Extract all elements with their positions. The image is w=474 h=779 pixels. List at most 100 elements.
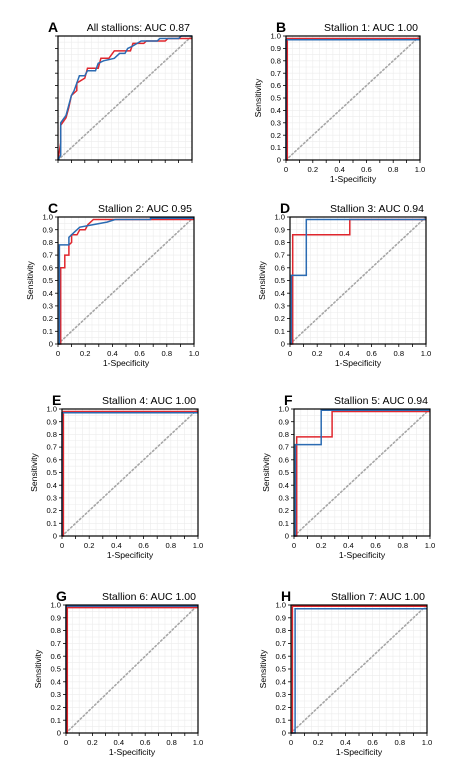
y-tick-label: 0.1 bbox=[278, 519, 289, 528]
y-tick-label: 1.0 bbox=[275, 601, 286, 610]
panel-title: Stallion 2: AUC 0.95 bbox=[98, 203, 192, 215]
x-tick-label: 0 bbox=[60, 541, 64, 550]
y-tick-label: 0.6 bbox=[274, 263, 285, 272]
x-tick-label: 0.6 bbox=[140, 738, 151, 747]
y-tick-label: 0 bbox=[285, 532, 289, 541]
y-tick-label: 0.8 bbox=[275, 626, 286, 635]
roc-curve-blue bbox=[58, 217, 194, 345]
reference-diagonal bbox=[293, 408, 431, 537]
y-tick-label: 0.8 bbox=[274, 238, 285, 247]
y-tick-label: 0.9 bbox=[50, 613, 61, 622]
y-tick-label: 0.6 bbox=[42, 263, 53, 272]
y-tick-label: 0.4 bbox=[50, 677, 61, 686]
y-tick-label: 0.6 bbox=[278, 455, 289, 464]
y-tick-label: 0.5 bbox=[42, 276, 53, 285]
x-tick-label: 0.4 bbox=[343, 541, 354, 550]
panel-a: A All stallions: AUC 0.87 bbox=[48, 19, 193, 163]
y-axis-title: Sensitivity bbox=[33, 649, 43, 688]
panel-c: 0 0.1 0.2 0.3 0.4 0.5 0.6 0.7 0.8 0.9 1.0 0 0.2 0.4 0.… bbox=[25, 200, 199, 368]
y-tick-label: 0.2 bbox=[46, 506, 57, 515]
y-tick-label: 0.9 bbox=[278, 417, 289, 426]
x-tick-label: 0.8 bbox=[395, 738, 406, 747]
y-axis-title: Sensitivity bbox=[257, 260, 267, 299]
y-tick-label: 0.7 bbox=[270, 69, 281, 78]
x-tick-label: 1.0 bbox=[193, 738, 204, 747]
y-tick-label: 0.3 bbox=[274, 302, 285, 311]
x-tick-label: 0.2 bbox=[87, 738, 98, 747]
panel-d: 0 0.1 0.2 0.3 0.4 0.5 0.6 0.7 0.8 0.9 1.0 0 0.2 0.4 0.… bbox=[257, 200, 431, 368]
x-tick-label: 0.2 bbox=[308, 165, 319, 174]
panel-title: Stallion 3: AUC 0.94 bbox=[330, 203, 424, 215]
y-tick-label: 0.6 bbox=[46, 455, 57, 464]
x-axis-title: 1-Specificity bbox=[336, 747, 383, 757]
reference-diagonal bbox=[57, 216, 195, 345]
y-tick-label: 0.4 bbox=[278, 481, 289, 490]
y-axis-title: Sensitivity bbox=[261, 452, 271, 491]
y-tick-label: 0.1 bbox=[274, 327, 285, 336]
y-tick-label: 0.8 bbox=[42, 238, 53, 247]
y-tick-label: 0.3 bbox=[46, 494, 57, 503]
x-tick-label: 1.0 bbox=[415, 165, 426, 174]
panel-h: 0 0.1 0.2 0.3 0.4 0.5 0.6 0.7 0.8 0.9 1.0 0 0.2 0.4 0.… bbox=[258, 588, 432, 757]
y-tick-label: 0.9 bbox=[270, 44, 281, 53]
reference-diagonal bbox=[285, 35, 421, 161]
y-tick-label: 0.2 bbox=[50, 703, 61, 712]
y-axis-title: Sensitivity bbox=[25, 260, 35, 299]
y-tick-label: 1.0 bbox=[270, 32, 281, 41]
y-tick-label: 0 bbox=[57, 729, 61, 738]
y-tick-label: 1.0 bbox=[278, 405, 289, 414]
y-tick-label: 0.4 bbox=[270, 106, 281, 115]
x-tick-label: 0.6 bbox=[361, 165, 372, 174]
y-axis-title: Sensitivity bbox=[258, 649, 268, 688]
y-tick-label: 0.2 bbox=[278, 506, 289, 515]
x-tick-label: 1.0 bbox=[422, 738, 433, 747]
x-tick-label: 0 bbox=[56, 349, 60, 358]
x-tick-label: 0.8 bbox=[394, 349, 405, 358]
y-tick-label: 0.5 bbox=[270, 94, 281, 103]
x-tick-label: 1.0 bbox=[189, 349, 200, 358]
y-tick-label: 0.2 bbox=[42, 314, 53, 323]
x-tick-label: 0 bbox=[292, 541, 296, 550]
y-tick-label: 0.3 bbox=[42, 302, 53, 311]
x-tick-label: 0.4 bbox=[334, 165, 345, 174]
x-tick-label: 0.2 bbox=[316, 541, 327, 550]
y-tick-label: 0.3 bbox=[270, 118, 281, 127]
y-axis-title: Sensitivity bbox=[29, 452, 39, 491]
y-tick-label: 1.0 bbox=[274, 213, 285, 222]
y-tick-label: 0.8 bbox=[50, 626, 61, 635]
panel-title: Stallion 6: AUC 1.00 bbox=[102, 591, 196, 603]
y-tick-label: 0.4 bbox=[274, 289, 285, 298]
x-tick-label: 0.6 bbox=[370, 541, 381, 550]
x-tick-label: 0.2 bbox=[80, 349, 91, 358]
y-tick-label: 0.5 bbox=[46, 468, 57, 477]
x-tick-label: 0.8 bbox=[166, 541, 177, 550]
y-tick-label: 0.1 bbox=[46, 519, 57, 528]
y-tick-label: 0.4 bbox=[275, 677, 286, 686]
panel-title: Stallion 4: AUC 1.00 bbox=[102, 395, 196, 407]
y-tick-label: 0.6 bbox=[270, 81, 281, 90]
x-axis-title: 1-Specificity bbox=[339, 550, 386, 560]
y-tick-label: 0.5 bbox=[50, 665, 61, 674]
y-tick-label: 0 bbox=[281, 340, 285, 349]
y-tick-label: 0.3 bbox=[275, 690, 286, 699]
x-axis-title: 1-Specificity bbox=[103, 358, 150, 368]
reference-diagonal bbox=[290, 604, 428, 734]
x-tick-label: 0.8 bbox=[162, 349, 173, 358]
x-tick-label: 1.0 bbox=[193, 541, 204, 550]
x-axis-title: 1-Specificity bbox=[330, 174, 377, 184]
x-tick-label: 0.6 bbox=[134, 349, 145, 358]
y-tick-label: 0.2 bbox=[274, 314, 285, 323]
y-tick-label: 1.0 bbox=[42, 213, 53, 222]
y-tick-label: 0.7 bbox=[50, 639, 61, 648]
x-tick-label: 0.4 bbox=[111, 541, 122, 550]
x-tick-label: 0.4 bbox=[340, 738, 351, 747]
x-axis-title: 1-Specificity bbox=[335, 358, 382, 368]
y-tick-label: 0.2 bbox=[270, 131, 281, 140]
y-tick-label: 0.6 bbox=[50, 652, 61, 661]
x-tick-label: 0.6 bbox=[367, 738, 378, 747]
y-tick-label: 0 bbox=[53, 532, 57, 541]
y-tick-label: 0.7 bbox=[46, 443, 57, 452]
reference-diagonal bbox=[289, 216, 427, 345]
x-tick-label: 0.2 bbox=[313, 738, 324, 747]
